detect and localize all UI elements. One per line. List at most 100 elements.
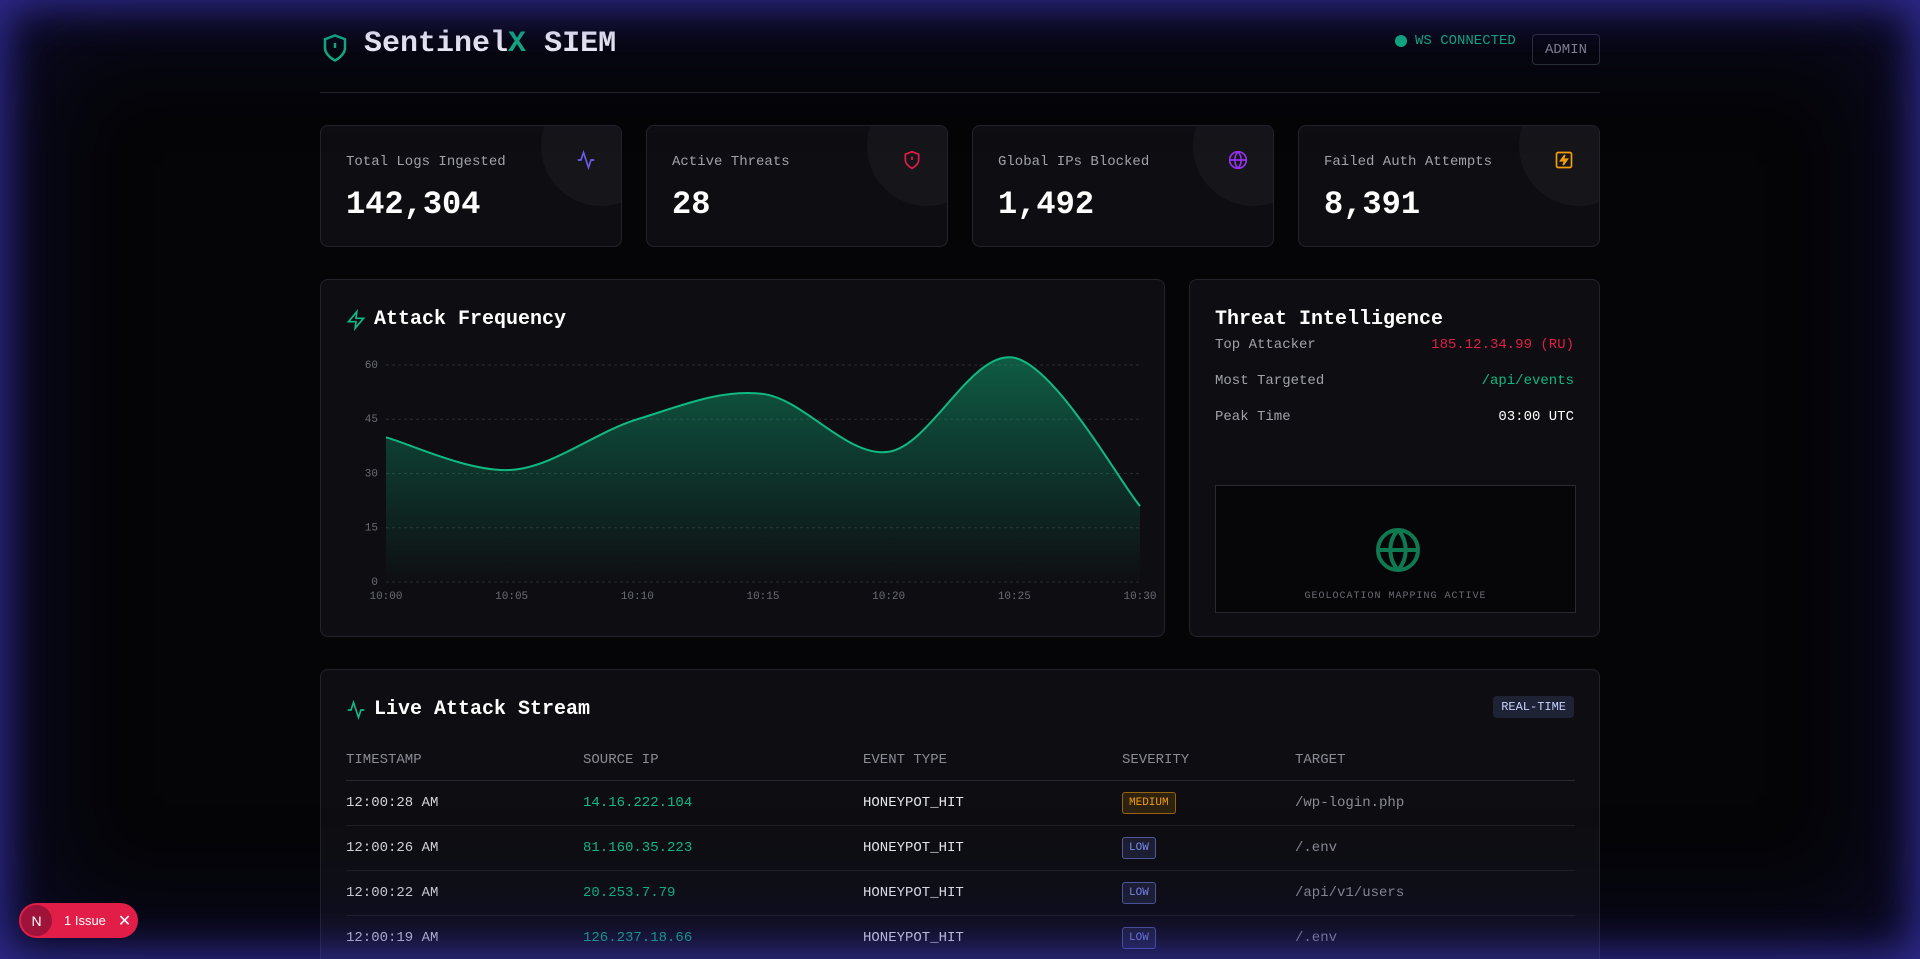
intel-label: Peak Time: [1215, 409, 1291, 425]
table-cell: /.env: [1295, 825, 1575, 871]
area-line: [385, 356, 1141, 507]
severity-badge: LOW: [1122, 926, 1156, 949]
intel-row: Top Attacker 185.12.34.99 (RU): [1215, 337, 1574, 353]
cell-text: 14.16.222.104: [583, 794, 693, 811]
x-tick-label: 10:20: [872, 591, 905, 603]
intel-label: Most Targeted: [1215, 373, 1325, 389]
x-tick-label: 10:15: [746, 591, 779, 603]
cell-text: /.env: [1295, 929, 1338, 946]
chart-title: Attack Frequency: [374, 308, 567, 331]
table-cell: 81.160.35.223: [583, 825, 863, 871]
severity-badge: MEDIUM: [1122, 791, 1176, 814]
column-header: SEVERITY: [1122, 740, 1295, 781]
stat-label: Active Threats: [672, 154, 790, 170]
intel-value: 185.12.34.99 (RU): [1431, 337, 1574, 353]
brand-main: Sentinel: [364, 27, 509, 61]
table-cell: 126.237.18.66: [583, 915, 863, 959]
table-row: 12:00:28 AM 14.16.222.104 HONEYPOT_HIT MEDI…: [346, 780, 1575, 826]
stat-value: 1,492: [998, 186, 1095, 223]
cell-text: /.env: [1295, 839, 1338, 856]
y-tick-label: 60: [365, 360, 378, 372]
x-tick-label: 10:05: [495, 591, 528, 603]
severity-badge: LOW: [1122, 836, 1156, 859]
chart-panel: Attack Frequency 0 15 30 45 60 10:00 10:05 10:1…: [320, 279, 1165, 637]
intel-row: Peak Time 03:00 UTC: [1215, 409, 1574, 425]
stat-icon: [1555, 151, 1573, 169]
stat-icon: [1228, 150, 1248, 170]
table-cell: 20.253.7.79: [583, 870, 863, 916]
stat-card: Total Logs Ingested 142,304: [320, 125, 622, 247]
cell-text: 81.160.35.223: [583, 839, 693, 856]
stat-label: Global IPs Blocked: [998, 154, 1150, 170]
y-tick-label: 30: [365, 468, 378, 480]
area-fill: [386, 357, 1140, 582]
status-dot: [1395, 35, 1407, 47]
stat-value: 142,304: [346, 186, 481, 223]
status-text: WS CONNECTED: [1415, 33, 1516, 49]
globe-icon: [1376, 528, 1420, 572]
cell-text: /api/v1/users: [1295, 884, 1405, 901]
cell-text: 20.253.7.79: [583, 884, 676, 901]
table-cell: 14.16.222.104: [583, 780, 863, 826]
stat-value: 8,391: [1324, 186, 1421, 223]
brand: SentinelX SIEM: [364, 27, 616, 61]
y-tick-label: 45: [365, 414, 378, 426]
threat-intel-title: Threat Intelligence: [1215, 308, 1444, 331]
ws-status: WS CONNECTED: [1395, 33, 1516, 49]
table-cell: /.env: [1295, 915, 1575, 959]
stream-panel: Live Attack Stream REAL-TIME TIMESTAMP SO…: [320, 669, 1600, 959]
column-header: SOURCE IP: [583, 740, 863, 781]
table-cell: LOW: [1122, 825, 1295, 871]
stat-card: Global IPs Blocked 1,492: [972, 125, 1274, 247]
table-cell: HONEYPOT_HIT: [863, 870, 1122, 916]
logo-icon: [323, 34, 347, 62]
map-caption: GEOLOCATION MAPPING ACTIVE: [1304, 591, 1487, 602]
table-cell: 12:00:19 AM: [346, 915, 583, 959]
table-cell: 12:00:28 AM: [346, 780, 583, 826]
x-tick-label: 10:25: [998, 591, 1031, 603]
cell-text: HONEYPOT_HIT: [863, 884, 964, 901]
stat-card: Failed Auth Attempts 8,391: [1298, 125, 1600, 247]
table-cell: HONEYPOT_HIT: [863, 915, 1122, 959]
issue-label: 1 Issue: [64, 913, 106, 928]
issue-icon: N: [21, 905, 52, 936]
table-cell: MEDIUM: [1122, 780, 1295, 826]
stat-icon: [904, 150, 920, 170]
divider: [320, 92, 1600, 93]
table-cell: /wp-login.php: [1295, 780, 1575, 826]
cell-text: 12:00:28 AM: [346, 794, 439, 811]
cell-text: HONEYPOT_HIT: [863, 839, 964, 856]
intel-value: /api/events: [1481, 373, 1574, 389]
cell-text: /wp-login.php: [1295, 794, 1405, 811]
table-cell: LOW: [1122, 915, 1295, 959]
table-row: 12:00:19 AM 126.237.18.66 HONEYPOT_HIT LOW /…: [346, 915, 1575, 959]
stat-icon: [577, 150, 595, 170]
cell-text: 12:00:26 AM: [346, 839, 439, 856]
table-header: TIMESTAMP SOURCE IP EVENT TYPE SEVERITY TARG…: [346, 740, 1575, 781]
issue-badge[interactable]: N 1 Issue ✕: [19, 903, 138, 938]
table-body: 12:00:28 AM 14.16.222.104 HONEYPOT_HIT MEDI…: [346, 780, 1575, 959]
realtime-badge: REAL-TIME: [1493, 696, 1574, 718]
cell-text: HONEYPOT_HIT: [863, 794, 964, 811]
column-header: EVENT TYPE: [863, 740, 1122, 781]
stat-label: Failed Auth Attempts: [1324, 154, 1493, 170]
column-header: TARGET: [1295, 740, 1575, 781]
y-tick-label: 0: [371, 577, 378, 589]
intel-value: 03:00 UTC: [1498, 409, 1574, 425]
admin-button[interactable]: ADMIN: [1532, 34, 1600, 65]
stat-card: Active Threats 28: [646, 125, 948, 247]
stat-label: Total Logs Ingested: [346, 154, 506, 170]
cell-text: HONEYPOT_HIT: [863, 929, 964, 946]
intel-label: Top Attacker: [1215, 337, 1316, 353]
brand-accent: X: [508, 27, 527, 61]
cell-text: 126.237.18.66: [583, 929, 693, 946]
column-header: TIMESTAMP: [346, 740, 583, 781]
close-icon[interactable]: ✕: [117, 912, 132, 930]
table-row: 12:00:26 AM 81.160.35.223 HONEYPOT_HIT LOW /…: [346, 825, 1575, 871]
x-tick-label: 10:00: [369, 591, 402, 603]
stream-title: Live Attack Stream: [374, 698, 591, 721]
threat-intel-panel: Threat Intelligence Top Attacker 185.12.3…: [1189, 279, 1600, 637]
geo-map: GEOLOCATION MAPPING ACTIVE: [1215, 485, 1576, 613]
intel-row: Most Targeted/api/events: [1215, 373, 1574, 389]
